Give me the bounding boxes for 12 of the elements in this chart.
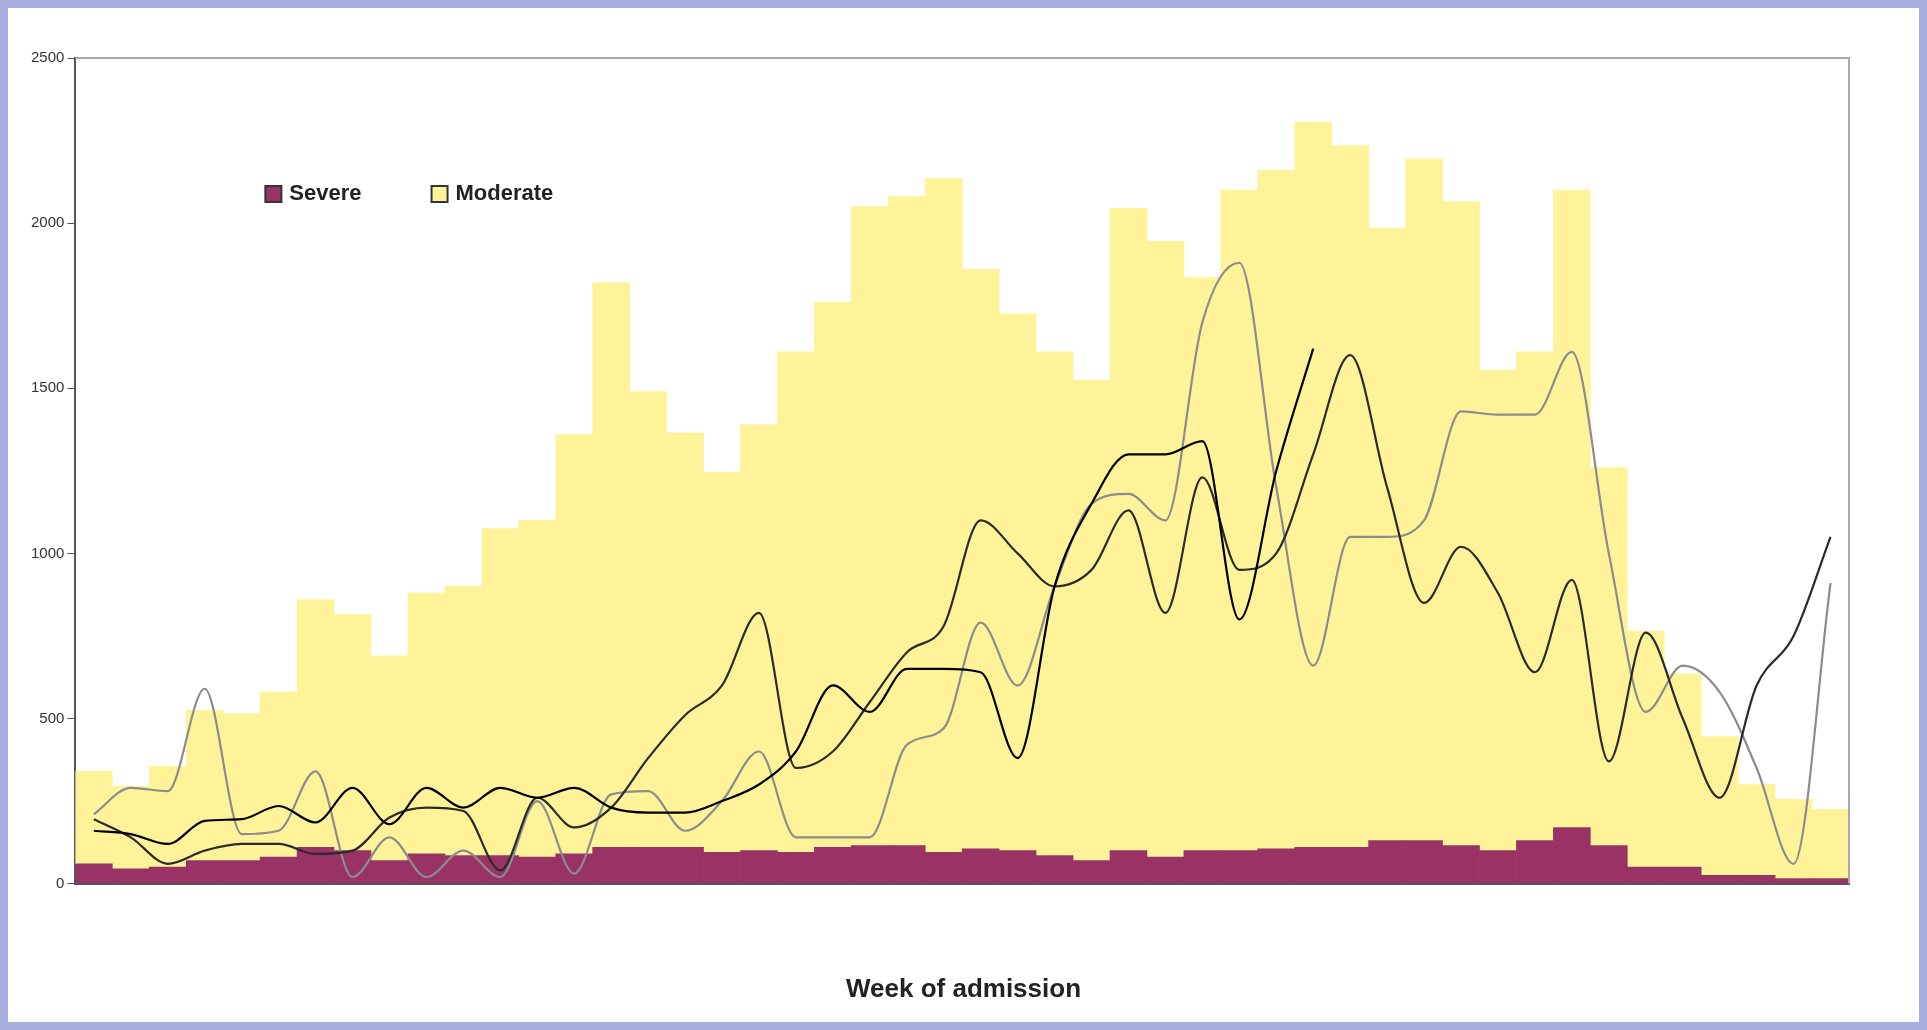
legend-label: Severe — [289, 180, 362, 206]
y-tick-label: 2500 — [30, 48, 65, 66]
line-series — [92, 261, 1832, 879]
y-tick-label: 0 — [56, 873, 65, 891]
line-series — [92, 347, 1315, 846]
y-tick-label: 500 — [39, 708, 65, 726]
legend-label: Moderate — [455, 180, 554, 206]
line-series — [92, 354, 1832, 872]
y-tick-label: 2000 — [30, 213, 65, 231]
y-tick-label: 1000 — [30, 543, 65, 561]
x-axis-title: Week of admission — [845, 973, 1082, 1004]
y-tick-label: 1500 — [30, 378, 65, 396]
